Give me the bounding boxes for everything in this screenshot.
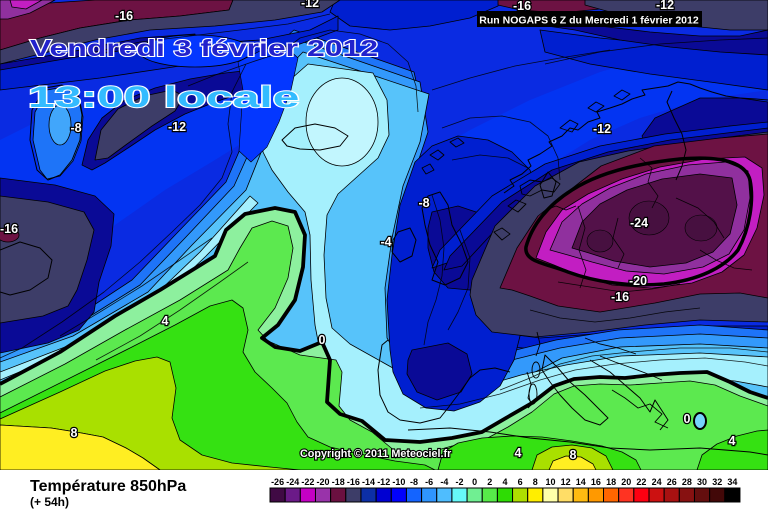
svg-text:-20: -20	[629, 274, 647, 288]
svg-text:6: 6	[518, 477, 523, 487]
svg-text:0: 0	[319, 333, 326, 347]
svg-text:8: 8	[71, 426, 78, 440]
svg-text:16: 16	[591, 477, 601, 487]
svg-text:-10: -10	[392, 477, 405, 487]
svg-text:0: 0	[472, 477, 477, 487]
svg-text:2: 2	[487, 477, 492, 487]
svg-text:-14: -14	[362, 477, 375, 487]
svg-text:(+ 54h): (+ 54h)	[30, 495, 69, 509]
svg-text:Run NOGAPS 6 Z du Mercredi 1 f: Run NOGAPS 6 Z du Mercredi 1 février 201…	[479, 15, 699, 27]
svg-text:-16: -16	[611, 290, 629, 304]
svg-text:22: 22	[636, 477, 646, 487]
svg-text:-12: -12	[377, 477, 390, 487]
svg-text:Copyright © 2011 Meteociel.fr: Copyright © 2011 Meteociel.fr	[300, 448, 452, 460]
svg-text:-26: -26	[271, 477, 284, 487]
svg-text:30: 30	[697, 477, 707, 487]
svg-text:4: 4	[502, 477, 507, 487]
svg-text:26: 26	[667, 477, 677, 487]
svg-text:28: 28	[682, 477, 692, 487]
svg-text:-8: -8	[418, 196, 429, 210]
svg-text:-12: -12	[301, 0, 319, 10]
svg-text:0: 0	[684, 412, 691, 426]
svg-text:32: 32	[712, 477, 722, 487]
svg-text:-16: -16	[347, 477, 360, 487]
svg-text:-8: -8	[70, 121, 81, 135]
svg-text:13:00 locale: 13:00 locale	[28, 81, 299, 114]
svg-text:4: 4	[515, 446, 522, 460]
svg-text:4: 4	[729, 434, 736, 448]
svg-text:-12: -12	[593, 122, 611, 136]
svg-text:-20: -20	[317, 477, 330, 487]
svg-text:-12: -12	[168, 120, 186, 134]
svg-text:-18: -18	[332, 477, 345, 487]
svg-text:20: 20	[621, 477, 631, 487]
svg-text:24: 24	[652, 477, 662, 487]
svg-text:-16: -16	[513, 0, 531, 13]
svg-text:-12: -12	[656, 0, 674, 12]
svg-text:10: 10	[545, 477, 555, 487]
svg-text:14: 14	[576, 477, 586, 487]
svg-text:-22: -22	[301, 477, 314, 487]
svg-text:-16: -16	[0, 222, 18, 236]
svg-text:-4: -4	[440, 477, 448, 487]
svg-text:8: 8	[533, 477, 538, 487]
svg-text:8: 8	[570, 448, 577, 462]
svg-text:Vendredi 3 février 2012: Vendredi 3 février 2012	[30, 35, 378, 61]
svg-text:Température 850hPa: Température 850hPa	[30, 478, 186, 495]
svg-text:12: 12	[561, 477, 571, 487]
svg-text:34: 34	[727, 477, 737, 487]
svg-text:18: 18	[606, 477, 616, 487]
svg-text:-24: -24	[630, 216, 648, 230]
svg-text:-2: -2	[455, 477, 463, 487]
svg-text:-24: -24	[286, 477, 299, 487]
svg-text:-6: -6	[425, 477, 433, 487]
svg-text:-16: -16	[115, 9, 133, 23]
svg-text:4: 4	[162, 314, 169, 328]
svg-text:-8: -8	[410, 477, 418, 487]
svg-text:-4: -4	[380, 235, 391, 249]
